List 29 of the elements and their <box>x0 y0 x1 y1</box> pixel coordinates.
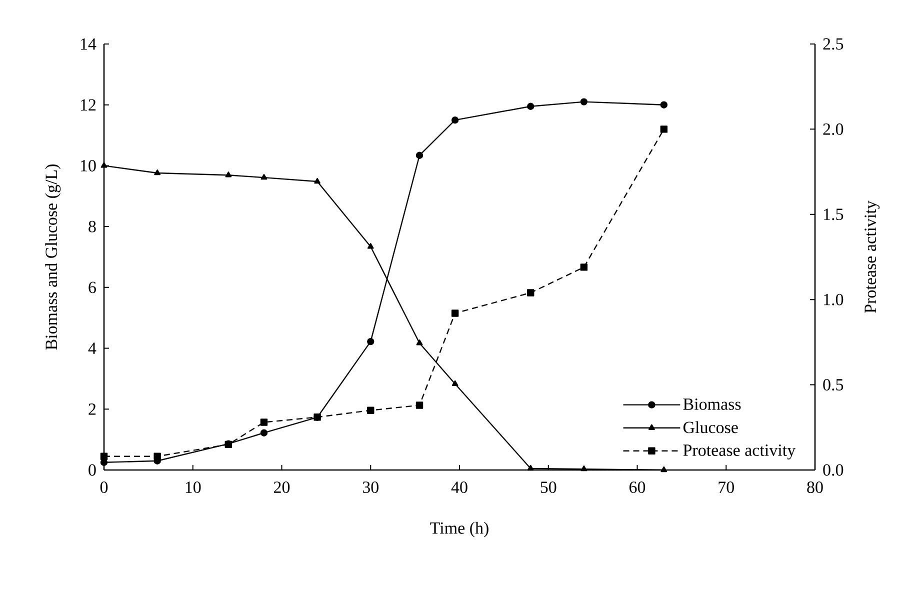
x-tick-label: 10 <box>186 482 201 493</box>
y2-axis-title: Protease activity <box>864 200 880 313</box>
y-tick-label: 0 <box>88 464 96 476</box>
x-tick-label: 80 <box>807 482 823 493</box>
y-tick-label: 4 <box>88 342 96 354</box>
y-axis-title: Biomass and Glucose (g/L) <box>45 164 61 350</box>
y-tick-label: 6 <box>88 282 96 294</box>
y-tick-label: 14 <box>80 38 96 50</box>
y2-tick-label: 0.5 <box>823 379 844 391</box>
x-tick-label: 60 <box>629 482 646 493</box>
x-tick-label: 30 <box>362 482 378 493</box>
y-tick-label: 8 <box>88 220 96 232</box>
legend-label: Biomass <box>683 398 741 410</box>
y-tick-label: 12 <box>80 99 96 110</box>
x-tick-label: 50 <box>540 482 556 493</box>
y2-tick-label: 2.0 <box>823 123 844 135</box>
x-tick-label: 70 <box>718 482 734 493</box>
y2-tick-label: 1.5 <box>824 208 844 220</box>
x-tick-label: 40 <box>451 482 468 493</box>
y2-tick-label: 2.5 <box>823 38 844 50</box>
y2-tick-label: 1.0 <box>824 294 844 306</box>
y2-tick-label: 0.0 <box>823 464 844 476</box>
legend-label: Glucose <box>683 421 738 434</box>
y-tick-label: 10 <box>80 160 96 172</box>
y-tick-label: 2 <box>88 404 96 415</box>
x-tick-label: 20 <box>274 482 290 493</box>
legend-label: Protease activity <box>683 444 796 460</box>
x-axis-title: Time (h) <box>430 522 488 538</box>
x-tick-label: 0 <box>100 482 108 493</box>
